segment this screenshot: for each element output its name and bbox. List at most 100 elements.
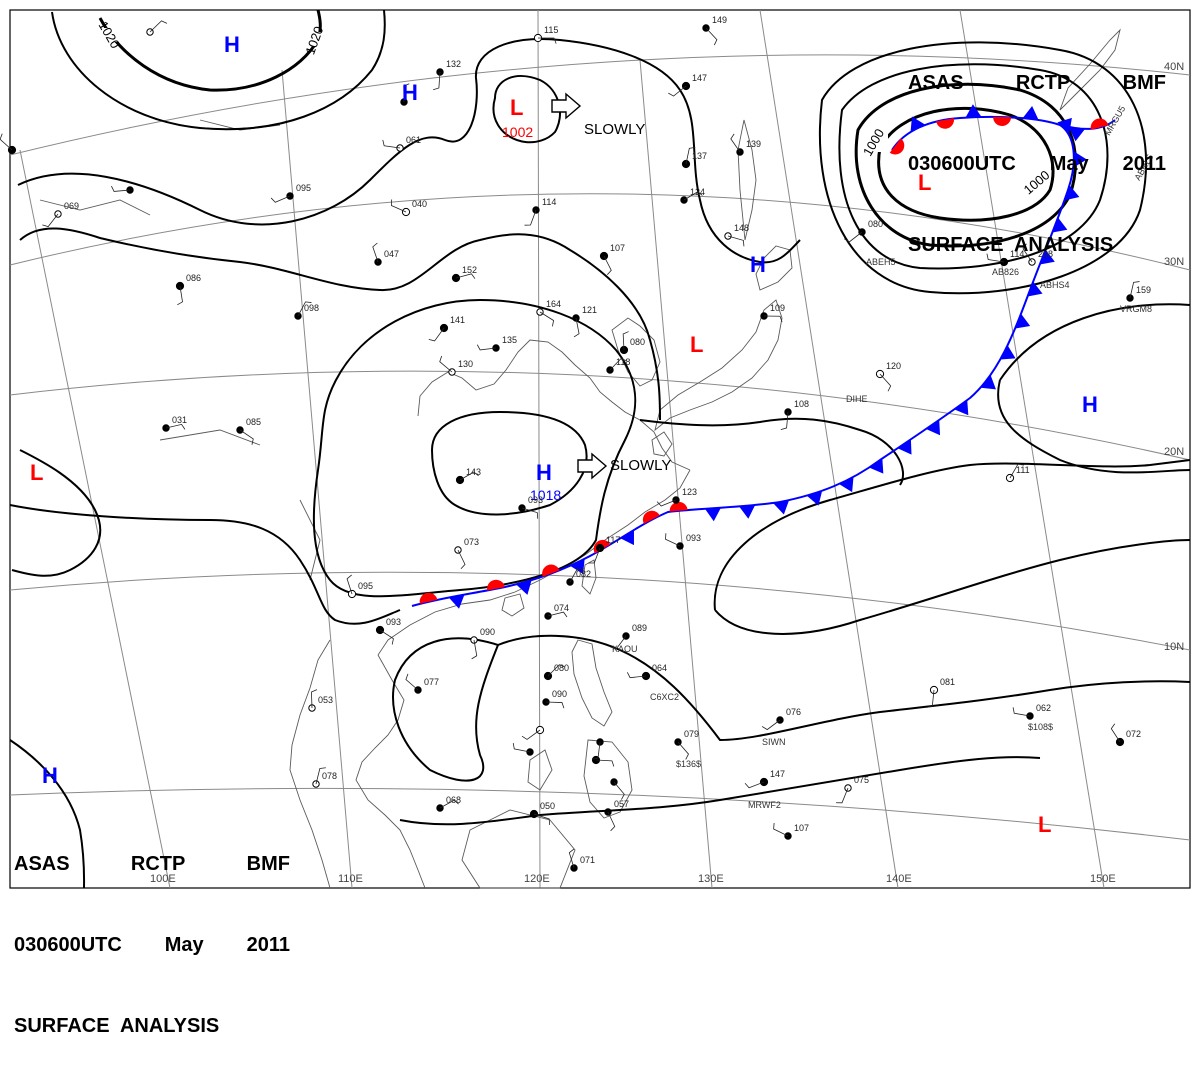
title-month: May bbox=[1049, 153, 1089, 175]
high-center-label: H bbox=[536, 460, 552, 485]
high-center-label: H bbox=[402, 80, 418, 105]
station-pressure-value: 143 bbox=[466, 467, 481, 477]
coastlines bbox=[39, 28, 1121, 889]
movement-arrow-icon bbox=[577, 452, 608, 480]
wind-barb-icon bbox=[457, 549, 466, 570]
wind-barb-icon bbox=[609, 358, 627, 371]
isobar-north-wave bbox=[17, 38, 801, 264]
wind-barb-icon bbox=[270, 195, 291, 203]
wind-barb-icon bbox=[603, 255, 612, 275]
movement-label: SLOWLY bbox=[584, 121, 645, 138]
station-id: KAOU bbox=[612, 644, 638, 654]
wind-barb-icon bbox=[1022, 243, 1033, 263]
station-id: AB826 bbox=[992, 267, 1019, 277]
title-year: 2011 bbox=[1122, 153, 1166, 175]
wind-barb-icon bbox=[656, 499, 677, 507]
hainan bbox=[501, 593, 525, 617]
wind-barb-icon bbox=[346, 574, 353, 595]
station-pressure-value: 124 bbox=[690, 187, 705, 197]
station-pressure-value: 089 bbox=[632, 623, 647, 633]
warm-front-semicircle bbox=[993, 116, 1012, 126]
borneo bbox=[461, 809, 576, 889]
wind-barb-icon bbox=[685, 146, 696, 165]
cold-front-triangle bbox=[926, 419, 941, 436]
isobar-south-loop bbox=[392, 637, 500, 782]
station-pressure-value: 073 bbox=[464, 537, 479, 547]
cold-front-triangle bbox=[1073, 151, 1087, 168]
station-pressure-value: 098 bbox=[304, 303, 319, 313]
cold-front-triangle bbox=[448, 594, 465, 609]
wind-barb-icon bbox=[538, 37, 557, 44]
isobar-pacific-1 bbox=[713, 459, 1191, 611]
cold-front-triangle bbox=[704, 507, 721, 522]
station-pressure-value: 095 bbox=[358, 581, 373, 591]
isobar-low-outer-2 bbox=[818, 41, 1148, 295]
station-pressure-value: 090 bbox=[552, 689, 567, 699]
low-center-label: L bbox=[690, 332, 703, 357]
wind-barb-icon bbox=[705, 27, 718, 46]
cold-front-triangle bbox=[869, 458, 884, 474]
station-pressure-value: 135 bbox=[502, 335, 517, 345]
wind-barb-icon bbox=[986, 253, 1005, 263]
wind-barb-icon bbox=[610, 635, 627, 650]
station-pressure-value: 147 bbox=[770, 769, 785, 779]
wind-barb-icon bbox=[149, 20, 168, 33]
station-pressure-value: 114 bbox=[1010, 249, 1024, 259]
wind-barb-icon bbox=[780, 411, 789, 431]
wind-barb-icon bbox=[455, 273, 476, 279]
station-pressure-value: 079 bbox=[684, 729, 699, 739]
station-pressure-value: 071 bbox=[580, 855, 595, 865]
isobar-south-bottom-2 bbox=[399, 756, 1041, 826]
station-pressure-value: 074 bbox=[554, 603, 569, 613]
isobar-high-1018 bbox=[430, 410, 588, 516]
station-pressure-value: 050 bbox=[540, 801, 555, 811]
meridian-120e bbox=[537, 9, 541, 889]
wind-barb-icon bbox=[592, 741, 601, 760]
cold-front-triangle bbox=[1000, 345, 1016, 360]
station-pressure-value: 064 bbox=[652, 663, 667, 673]
wind-barb-icon bbox=[613, 781, 625, 800]
station-pressure-value: 108 bbox=[794, 399, 809, 409]
kamchatka bbox=[1059, 28, 1121, 111]
station-id: $136$ bbox=[676, 759, 701, 769]
station-values: 115 149 132 147 061 139 137 124 148 107 114 095 040 0… bbox=[64, 15, 1151, 865]
cold-front-triangle bbox=[1052, 217, 1068, 233]
isobar-east-trough bbox=[639, 417, 905, 486]
warm-front-semicircle bbox=[1090, 118, 1109, 130]
cold-front-triangle bbox=[806, 490, 823, 506]
station-id: VRGM8 bbox=[1120, 304, 1152, 314]
title-code: BMF bbox=[1122, 72, 1166, 94]
wind-barb-icon bbox=[390, 199, 407, 213]
station-id: DIHE bbox=[846, 394, 868, 404]
isobar-low-1000-inner bbox=[877, 106, 1055, 222]
station-pressure-value: 164 bbox=[546, 299, 561, 309]
wind-barb-icon bbox=[588, 547, 601, 564]
station-pressure-value: 095 bbox=[296, 183, 311, 193]
station-pressure-value: 040 bbox=[412, 199, 427, 209]
movement-label: SLOWLY bbox=[610, 457, 671, 474]
isobar-far-west bbox=[11, 449, 102, 577]
wind-barb-icon bbox=[568, 848, 575, 869]
wind-barb-icon bbox=[382, 139, 401, 149]
station-pressure-value: 047 bbox=[384, 249, 399, 259]
wind-barb-icon bbox=[1129, 281, 1140, 299]
wind-barb-icon bbox=[539, 311, 555, 327]
indochina-coast bbox=[355, 654, 426, 889]
wind-barb-icon bbox=[573, 317, 580, 338]
warm-front-semicircle bbox=[669, 501, 688, 512]
wind-barb-icon bbox=[459, 471, 479, 481]
meridian-100e bbox=[19, 149, 171, 889]
station-pressure-value: 115 bbox=[544, 25, 558, 35]
wind-barb-icon bbox=[607, 811, 616, 832]
isobar-1020-north bbox=[98, 9, 322, 92]
cold-front-triangle bbox=[954, 400, 969, 416]
title-month: May bbox=[164, 934, 204, 956]
warm-front-semicircle bbox=[642, 510, 660, 524]
warm-front-semicircle bbox=[487, 579, 505, 591]
title-line-2: 030600UTC May 2011 bbox=[14, 932, 290, 959]
title-block-top-right: ASAS RCTP BMF 030600UTC May 2011 SURFACE… bbox=[908, 16, 1166, 286]
wind-barb-icon bbox=[926, 689, 935, 708]
station-pressure-value: 031 bbox=[172, 415, 187, 425]
cold-front-triangle bbox=[1068, 127, 1085, 142]
wind-barb-icon bbox=[533, 813, 550, 825]
